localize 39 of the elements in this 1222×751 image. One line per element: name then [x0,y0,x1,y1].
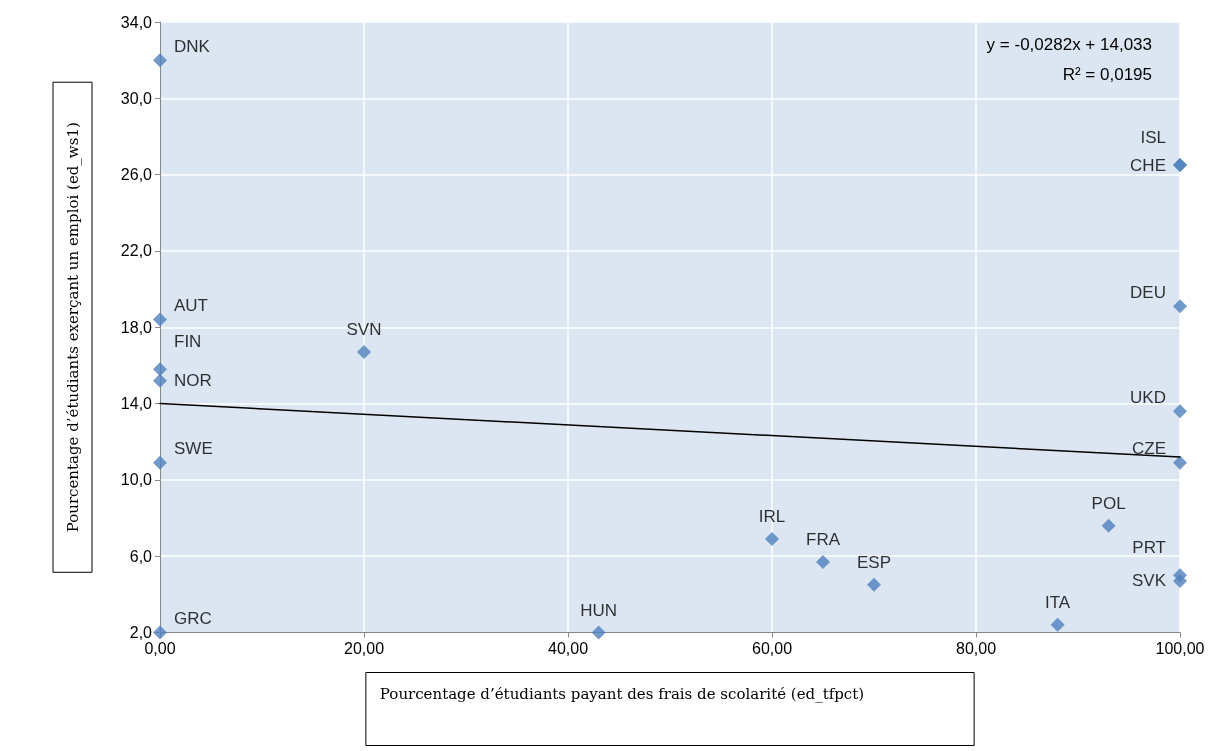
annotation: SVN [346,320,382,340]
annotation: GRC [174,609,212,628]
annotation: R² = 0,0195 [1062,65,1152,84]
x-tick-label: 100,00 [1155,640,1205,657]
y-axis-title: Pourcentage d’étudiants exerçant un emploi (ed_ws1) [63,122,82,533]
annotation: SWE [174,439,213,459]
annotation: FIN [174,331,202,351]
y-tick-label: 26,0 [120,166,153,184]
annotation: DEU [1130,282,1166,302]
annotation: NOR [174,371,212,391]
annotation: SVK [1131,571,1167,591]
x-tick-label: 80,00 [955,640,997,657]
y-tick-label: 30,0 [120,89,153,107]
annotation: DNK [174,36,211,56]
y-tick-label: 2,0 [129,624,153,641]
annotation: PRT [1132,537,1166,557]
annotation: FRA [806,529,841,549]
x-axis-title: Pourcentage d’étudiants payant des frais de scolarité (ed_tfpct) [379,685,865,703]
annotation: AUT [174,296,208,316]
annotation: ISL [1140,127,1166,147]
x-tick-label: 40,00 [547,640,589,657]
annotation: HUN [580,600,618,620]
y-tick-label: 6,0 [129,547,153,565]
x-tick-label: 0,00 [144,640,176,657]
annotation: UKD [1130,387,1166,407]
y-tick-label: 34,0 [120,13,153,31]
annotation: POL [1091,493,1126,513]
annotation: ESP [856,552,892,572]
annotation: CHE [1130,155,1166,175]
annotation: ITA [1045,592,1071,612]
y-tick-label: 10,0 [120,471,153,489]
x-tick-label: 60,00 [751,640,793,657]
x-tick-label: 20,00 [343,640,385,657]
y-tick-label: 14,0 [120,395,153,413]
annotation: IRL [758,507,786,527]
y-tick-label: 18,0 [120,318,153,336]
y-tick-label: 22,0 [120,242,153,260]
annotation: CZE [1132,439,1166,459]
annotation: y = -0,0282x + 14,033 [986,35,1152,54]
